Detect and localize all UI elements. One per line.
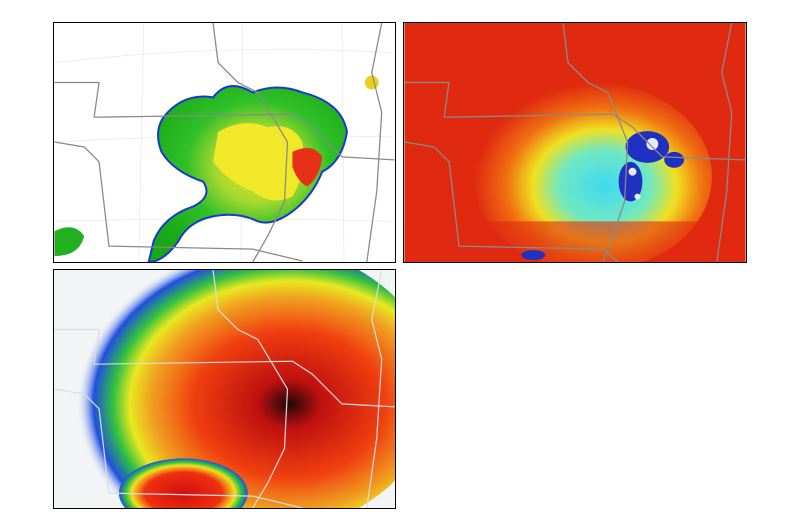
state-boundaries [404, 23, 746, 262]
field-map [404, 23, 746, 262]
state-boundaries [54, 23, 395, 262]
white-cells [628, 138, 659, 200]
field-map-panel [403, 22, 747, 263]
state-boundaries [54, 270, 395, 508]
accumulation-map [54, 270, 395, 508]
storm-edge-echo [54, 227, 85, 257]
accumulation-swath [54, 270, 395, 508]
small-cell [364, 75, 379, 90]
reflectivity-map [54, 23, 395, 262]
storm-core-yellow [213, 123, 304, 201]
cool-region [473, 82, 712, 262]
reflectivity-map-panel [53, 22, 396, 263]
accumulation-map-panel [53, 269, 396, 509]
storm-core-red [292, 147, 323, 187]
